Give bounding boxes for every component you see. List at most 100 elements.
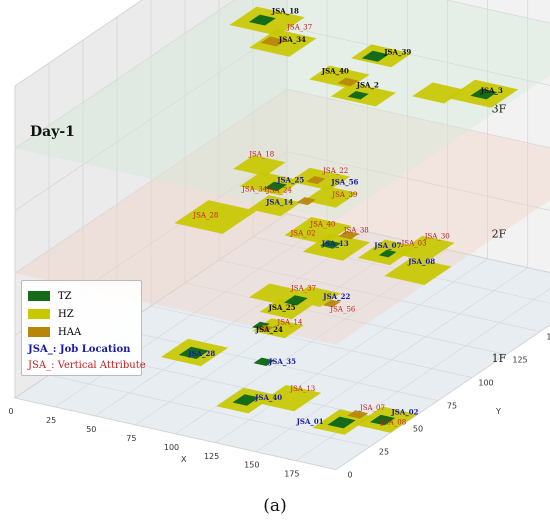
day-annotation: Day-1 bbox=[30, 124, 75, 140]
legend-swatch-hz bbox=[28, 309, 50, 319]
jsa-label: JSA_07 bbox=[373, 241, 401, 250]
haa-zone bbox=[296, 197, 316, 206]
floor-plane bbox=[15, 0, 550, 220]
legend-swatch-tz bbox=[28, 291, 50, 301]
haa-zone bbox=[260, 36, 287, 47]
jsa-label: JSA_40 bbox=[321, 67, 349, 76]
haa-zone bbox=[322, 299, 341, 308]
legend-label-hz: HZ bbox=[58, 308, 74, 320]
jsa-label: JSA_14 bbox=[265, 197, 293, 206]
gridline-z-back bbox=[445, 0, 550, 24]
tz-zone bbox=[248, 14, 276, 26]
jsa-label: JSA_56 bbox=[330, 178, 358, 187]
y-tick-label: 0 bbox=[347, 471, 352, 480]
tz-zone bbox=[264, 181, 287, 191]
haa-zone bbox=[338, 230, 360, 240]
jsa-labels: JSA_39 JSA_37 JSA_18 JSA_34 JSA_40 JSA_2 JSA_3… bbox=[187, 7, 503, 427]
legend-note-text: : Vertical Attribute bbox=[51, 359, 146, 371]
x-tick-label: 75 bbox=[126, 434, 136, 443]
hz-zone bbox=[395, 235, 455, 262]
target-zones bbox=[178, 14, 498, 429]
floor-label: 1F bbox=[492, 352, 507, 365]
hz-zone bbox=[384, 257, 452, 285]
hz-zone bbox=[303, 185, 358, 208]
jsa-label: JSA_07 bbox=[359, 404, 385, 412]
jsa-label: JSA_40 bbox=[309, 221, 335, 229]
jsa-label: JSA_39 bbox=[331, 191, 357, 199]
hz-zone bbox=[239, 171, 302, 196]
x-tick-label: 100 bbox=[164, 443, 179, 452]
jsa-label: JSA_37 bbox=[290, 285, 316, 293]
jsa-label: JSA_08 bbox=[407, 257, 435, 266]
x-tick-label: 125 bbox=[204, 452, 219, 461]
x-tick-label: 175 bbox=[284, 470, 299, 479]
haa-zone bbox=[337, 77, 359, 87]
jsa-label: JSA_40 bbox=[254, 393, 282, 402]
jsa-label: JSA_37 bbox=[286, 23, 312, 31]
hz-zone bbox=[302, 233, 371, 261]
hz-zone bbox=[284, 217, 352, 245]
haa-zone bbox=[256, 325, 274, 332]
jsa-label: JSA_08 bbox=[380, 419, 406, 427]
floor-label: 3F bbox=[492, 103, 507, 116]
jsa-label: JSA_38 bbox=[343, 227, 369, 235]
floor-label: 2F bbox=[492, 227, 507, 240]
jsa-label: JSA_13 bbox=[289, 385, 315, 393]
y-tick-label: 50 bbox=[413, 425, 423, 434]
axis-ticks: 0255075100125150175025507510012515017502… bbox=[8, 333, 550, 480]
haa-zone bbox=[347, 410, 369, 419]
hz-zone bbox=[174, 200, 257, 234]
jsa-label: JSA_34 bbox=[241, 186, 268, 194]
jsa-label: JSA_18 bbox=[248, 151, 274, 159]
legend-swatch-haa bbox=[28, 327, 50, 337]
jsa-label: JSA_34 bbox=[278, 35, 306, 44]
jsa-label: JSA_24 bbox=[255, 325, 283, 334]
hz-zone bbox=[249, 283, 302, 305]
gridline-z-back bbox=[286, 88, 550, 149]
hz-zone bbox=[248, 195, 301, 217]
legend-note-prefix: JSA_ bbox=[28, 359, 52, 371]
jsa-label: JSA_2 bbox=[356, 81, 379, 90]
tz-zone bbox=[378, 249, 397, 258]
hz-zone bbox=[249, 29, 317, 57]
tz-zone bbox=[178, 346, 209, 359]
haa-zone bbox=[306, 176, 326, 185]
x-tick-label: 25 bbox=[46, 416, 56, 425]
jsa-label: JSA_02 bbox=[290, 230, 316, 238]
legend: TZ HZ HAA JSA_ : Job Location JSA_ : Ver… bbox=[21, 280, 146, 376]
x-tick-label: 0 bbox=[8, 407, 13, 416]
x-axis-label: X bbox=[181, 455, 187, 464]
hz-zone bbox=[233, 155, 286, 177]
tz-zone bbox=[347, 91, 369, 100]
haa-zones bbox=[256, 36, 369, 419]
hazard-zones bbox=[160, 6, 519, 435]
gridline-z-left bbox=[14, 0, 235, 149]
tz-zone bbox=[232, 394, 260, 406]
gridline-z-back bbox=[286, 151, 550, 211]
y-axis-label: Y bbox=[495, 407, 501, 416]
jsa-label: JSA_22 bbox=[322, 167, 348, 175]
legend-note-vertical-attribute: JSA_ : Vertical Attribute bbox=[28, 358, 146, 372]
tz-zone bbox=[253, 357, 275, 366]
legend-note-prefix: JSA_ bbox=[28, 343, 53, 355]
gridline-z-left bbox=[14, 26, 288, 212]
jsa-label: JSA_28 bbox=[192, 212, 218, 220]
legend-item-tz: TZ bbox=[28, 289, 72, 303]
tz-zone bbox=[470, 88, 498, 100]
tz-zone bbox=[251, 321, 270, 330]
jsa-label: JSA_22 bbox=[322, 292, 350, 301]
jsa-label: JSA_14 bbox=[276, 318, 303, 326]
tz-zone bbox=[361, 50, 389, 62]
tz-zone bbox=[327, 416, 356, 429]
y-tick-label: 25 bbox=[379, 448, 389, 457]
legend-label-haa: HAA bbox=[58, 326, 82, 338]
gridline-y-floor bbox=[48, 374, 371, 447]
figure-caption: (a) bbox=[263, 496, 287, 516]
tz-zone bbox=[320, 240, 342, 249]
gridline-z-left bbox=[14, 0, 143, 87]
x-tick-label: 150 bbox=[244, 461, 259, 470]
jsa-label: JSA_25 bbox=[268, 303, 296, 312]
jsa-label: JSA_56 bbox=[329, 306, 356, 314]
y-tick-label: 150 bbox=[546, 333, 550, 342]
jsa-label: JSA_24 bbox=[266, 186, 293, 194]
